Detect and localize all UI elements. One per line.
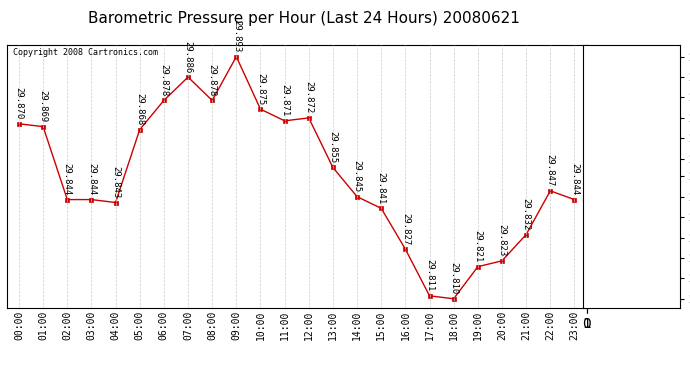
Text: 29.855: 29.855 xyxy=(328,131,337,164)
Text: 29.875: 29.875 xyxy=(256,73,265,105)
Text: 29.844: 29.844 xyxy=(570,163,579,195)
Text: 29.821: 29.821 xyxy=(473,230,482,262)
Text: 29.869: 29.869 xyxy=(39,90,48,123)
Text: 29.844: 29.844 xyxy=(87,163,96,195)
Text: 29.843: 29.843 xyxy=(111,166,120,198)
Text: Barometric Pressure per Hour (Last 24 Hours) 20080621: Barometric Pressure per Hour (Last 24 Ho… xyxy=(88,11,520,26)
Text: 29.872: 29.872 xyxy=(304,81,313,114)
Text: 29.810: 29.810 xyxy=(449,262,458,295)
Text: 29.870: 29.870 xyxy=(14,87,23,120)
Text: 29.878: 29.878 xyxy=(208,64,217,96)
Text: 29.847: 29.847 xyxy=(546,154,555,187)
Text: 29.823: 29.823 xyxy=(497,224,506,256)
Text: 29.878: 29.878 xyxy=(159,64,168,96)
Text: 29.811: 29.811 xyxy=(425,260,434,292)
Text: 29.832: 29.832 xyxy=(522,198,531,230)
Text: 29.886: 29.886 xyxy=(184,40,193,73)
Text: 29.841: 29.841 xyxy=(377,172,386,204)
Text: 29.871: 29.871 xyxy=(280,84,289,117)
Text: 29.827: 29.827 xyxy=(401,213,410,245)
Text: 29.868: 29.868 xyxy=(135,93,144,125)
Text: Copyright 2008 Cartronics.com: Copyright 2008 Cartronics.com xyxy=(12,48,158,57)
Text: 29.844: 29.844 xyxy=(63,163,72,195)
Text: 29.845: 29.845 xyxy=(353,160,362,192)
Text: 29.893: 29.893 xyxy=(232,20,241,53)
